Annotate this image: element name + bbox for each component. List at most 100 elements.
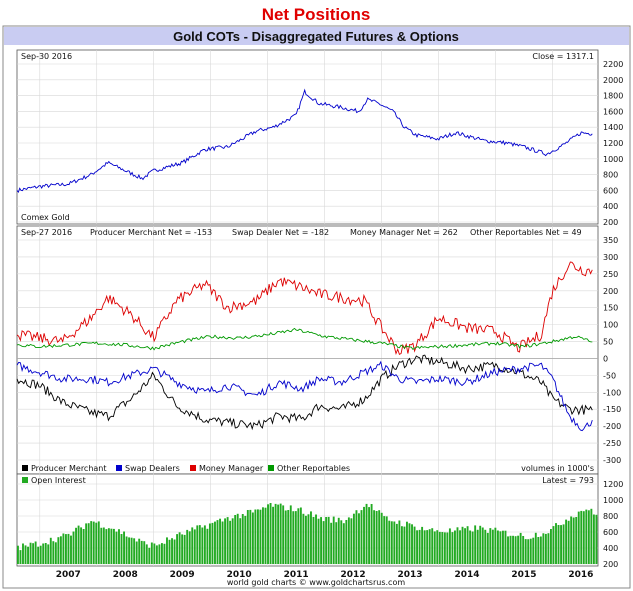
y-tick-label: 1600 (603, 107, 623, 116)
open-interest-bar (408, 523, 411, 564)
open-interest-bar (421, 526, 424, 564)
open-interest-bar (262, 507, 264, 564)
x-tick-label: 2007 (56, 570, 81, 580)
open-interest-bar (47, 544, 50, 564)
open-interest-bar (332, 516, 335, 564)
open-interest-bar (198, 525, 201, 564)
x-tick-label: 2014 (454, 570, 479, 580)
open-interest-bar (221, 521, 224, 564)
open-interest-bar (577, 511, 580, 564)
open-interest-bar (259, 509, 262, 564)
x-tick-label: 2012 (341, 570, 366, 580)
producer-merchant-line (16, 354, 593, 431)
open-interest-bar (236, 513, 239, 564)
open-interest-bar (474, 525, 477, 564)
money-manager-line (16, 261, 593, 356)
y-tick-label: 300 (603, 253, 618, 262)
open-interest-bar (289, 505, 292, 564)
open-interest-bar (565, 519, 568, 564)
y-tick-label: 350 (603, 236, 618, 245)
open-interest-bar (251, 512, 254, 564)
open-interest-bar (39, 545, 42, 564)
open-interest-bar (489, 528, 492, 564)
open-interest-bar (347, 517, 350, 564)
open-interest-bar (274, 503, 277, 564)
open-interest-bar (307, 514, 310, 564)
open-interest-bar (411, 524, 413, 564)
open-interest-bar (57, 537, 60, 564)
open-interest-bar (90, 521, 93, 564)
y-tick-label: -250 (603, 439, 621, 448)
open-interest-bar (512, 535, 514, 564)
open-interest-bar (115, 531, 118, 564)
y-tick-label: -50 (603, 371, 616, 380)
gold-price-line (16, 88, 593, 194)
x-tick-label: 2009 (170, 570, 195, 580)
open-interest-bar (423, 530, 426, 564)
open-interest-bar (59, 536, 62, 564)
open-interest-bar (431, 528, 434, 564)
open-interest-bar (340, 520, 343, 564)
open-interest-bar (380, 512, 383, 564)
legend-swatch-producer (22, 465, 28, 471)
open-interest-bar (454, 530, 456, 564)
open-interest-bar (269, 503, 272, 564)
x-tick-label: 2008 (113, 570, 138, 580)
open-interest-bar (133, 538, 136, 564)
positions-panel (16, 225, 599, 475)
open-interest-bar (572, 517, 575, 564)
y-tick-label: 1400 (603, 123, 623, 132)
open-interest-bar (110, 528, 113, 564)
open-interest-bar (304, 515, 307, 564)
open-interest-bar (188, 531, 191, 564)
legend-swap-dealers: Swap Dealers (125, 464, 180, 473)
open-interest-bar (504, 530, 507, 564)
open-interest-bar (29, 542, 32, 564)
open-interest-bar (403, 526, 406, 564)
open-interest-bar (201, 527, 204, 564)
open-interest-bar (441, 532, 444, 564)
open-interest-bar (342, 523, 345, 564)
open-interest-bar (595, 514, 598, 564)
open-interest-bar (433, 531, 436, 564)
x-tick-label: 2015 (511, 570, 536, 580)
open-interest-bar (345, 520, 348, 564)
open-interest-bar (87, 523, 90, 564)
open-interest-bar (519, 532, 522, 564)
open-interest-bar (476, 529, 479, 564)
open-interest-bar (547, 533, 550, 564)
open-interest-bar (118, 529, 120, 564)
open-interest-bar (378, 510, 381, 564)
open-interest-bar (272, 506, 275, 564)
open-interest-bar (360, 510, 363, 564)
open-interest-bar (302, 513, 305, 564)
open-interest-bar (481, 527, 484, 564)
open-interest-bar (241, 514, 244, 564)
open-interest-bar (186, 529, 189, 564)
open-interest-bar (552, 526, 555, 564)
open-interest-bar (365, 503, 368, 564)
open-interest-bar (418, 529, 421, 564)
open-interest-bar (138, 538, 141, 564)
open-interest-bar (491, 529, 494, 564)
open-interest-bar (484, 529, 487, 564)
open-interest-latest: Latest = 793 (542, 476, 594, 485)
legend-other-reportables: Other Reportables (277, 464, 350, 473)
open-interest-bar (54, 542, 57, 564)
open-interest-bar (317, 518, 320, 564)
open-interest-bar (393, 521, 396, 564)
open-interest-bar (193, 529, 196, 564)
open-interest-bar (282, 505, 285, 564)
open-interest-bar (100, 527, 103, 564)
open-interest-bar (256, 509, 259, 564)
open-interest-bar (486, 532, 489, 564)
y-tick-label: 200 (603, 287, 618, 296)
open-interest-bar (24, 545, 27, 564)
open-interest-bar (550, 529, 552, 564)
open-interest-bar (125, 536, 128, 564)
open-interest-bar (575, 517, 578, 564)
open-interest-bar (461, 526, 464, 564)
open-interest-bar (587, 510, 590, 564)
open-interest-bar (173, 539, 176, 564)
